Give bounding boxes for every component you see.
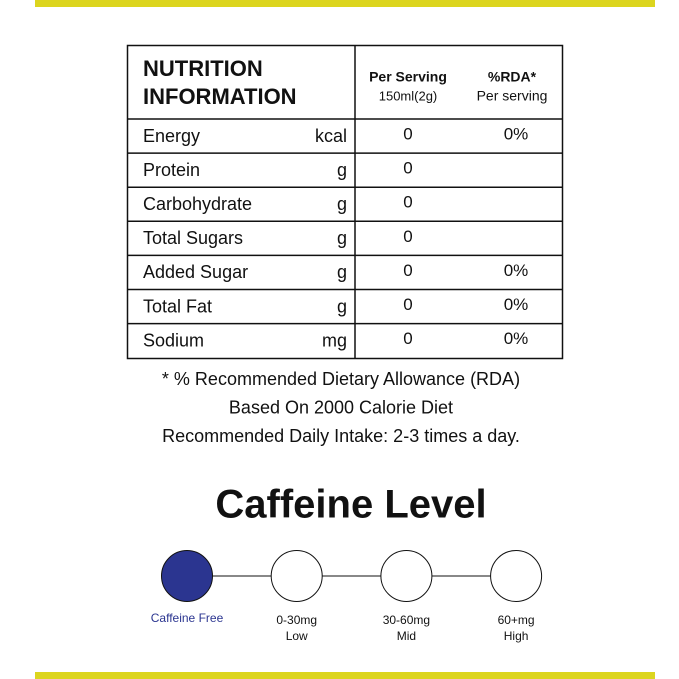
row-per-serving: 0 [403, 295, 412, 314]
level-active [161, 550, 213, 602]
level-label: Low [286, 629, 308, 643]
row-rda: 0% [504, 261, 529, 280]
row-unit: mg [322, 330, 347, 350]
row-name: Added Sugar [143, 262, 248, 282]
header-title: INFORMATION [143, 84, 297, 109]
row-name: Sodium [143, 330, 204, 350]
level-label: 60+mg [498, 613, 535, 627]
note: Recommended Daily Intake: 2-3 times a da… [162, 426, 520, 446]
header-rda: %RDA* [488, 69, 537, 85]
table-border [126, 44, 564, 360]
row-per-serving: 0 [403, 159, 412, 178]
top-bar [35, 0, 655, 7]
row-rda: 0% [504, 329, 529, 348]
row-unit: g [337, 262, 347, 282]
row-rda: 0% [504, 295, 529, 314]
note: * % Recommended Dietary Allowance (RDA) [162, 369, 520, 389]
level-circle [270, 550, 323, 602]
row-name: Total Fat [143, 296, 212, 316]
caffeine-title: Caffeine Level [215, 483, 486, 527]
row-name: Carbohydrate [143, 194, 252, 214]
row-per-serving: 0 [403, 125, 412, 144]
level-label: Caffeine Free [151, 611, 224, 625]
header-per-serving: Per Serving [369, 69, 447, 85]
row-name: Energy [143, 126, 200, 146]
row-rda: 0% [504, 125, 529, 144]
row-unit: g [337, 194, 347, 214]
level-label: 0-30mg [276, 613, 317, 627]
row-name: Total Sugars [143, 228, 243, 248]
header-per-serving: 150ml(2g) [379, 88, 438, 103]
level-label: High [504, 629, 529, 643]
row-unit: g [337, 228, 347, 248]
level-circle [490, 550, 543, 602]
level-circle [380, 550, 433, 602]
row-unit: g [337, 160, 347, 180]
row-per-serving: 0 [403, 193, 412, 212]
note: Based On 2000 Calorie Diet [229, 397, 453, 417]
row-per-serving: 0 [403, 329, 412, 348]
level-label: 30-60mg [383, 613, 430, 627]
level-label: Mid [397, 629, 416, 643]
row-per-serving: 0 [403, 227, 412, 246]
header-rda: Per serving [477, 88, 548, 104]
row-unit: g [337, 296, 347, 316]
row-name: Protein [143, 160, 200, 180]
row-per-serving: 0 [403, 261, 412, 280]
row-unit: kcal [315, 126, 347, 146]
header-title: NUTRITION [143, 56, 263, 81]
bottom-bar [35, 672, 655, 679]
